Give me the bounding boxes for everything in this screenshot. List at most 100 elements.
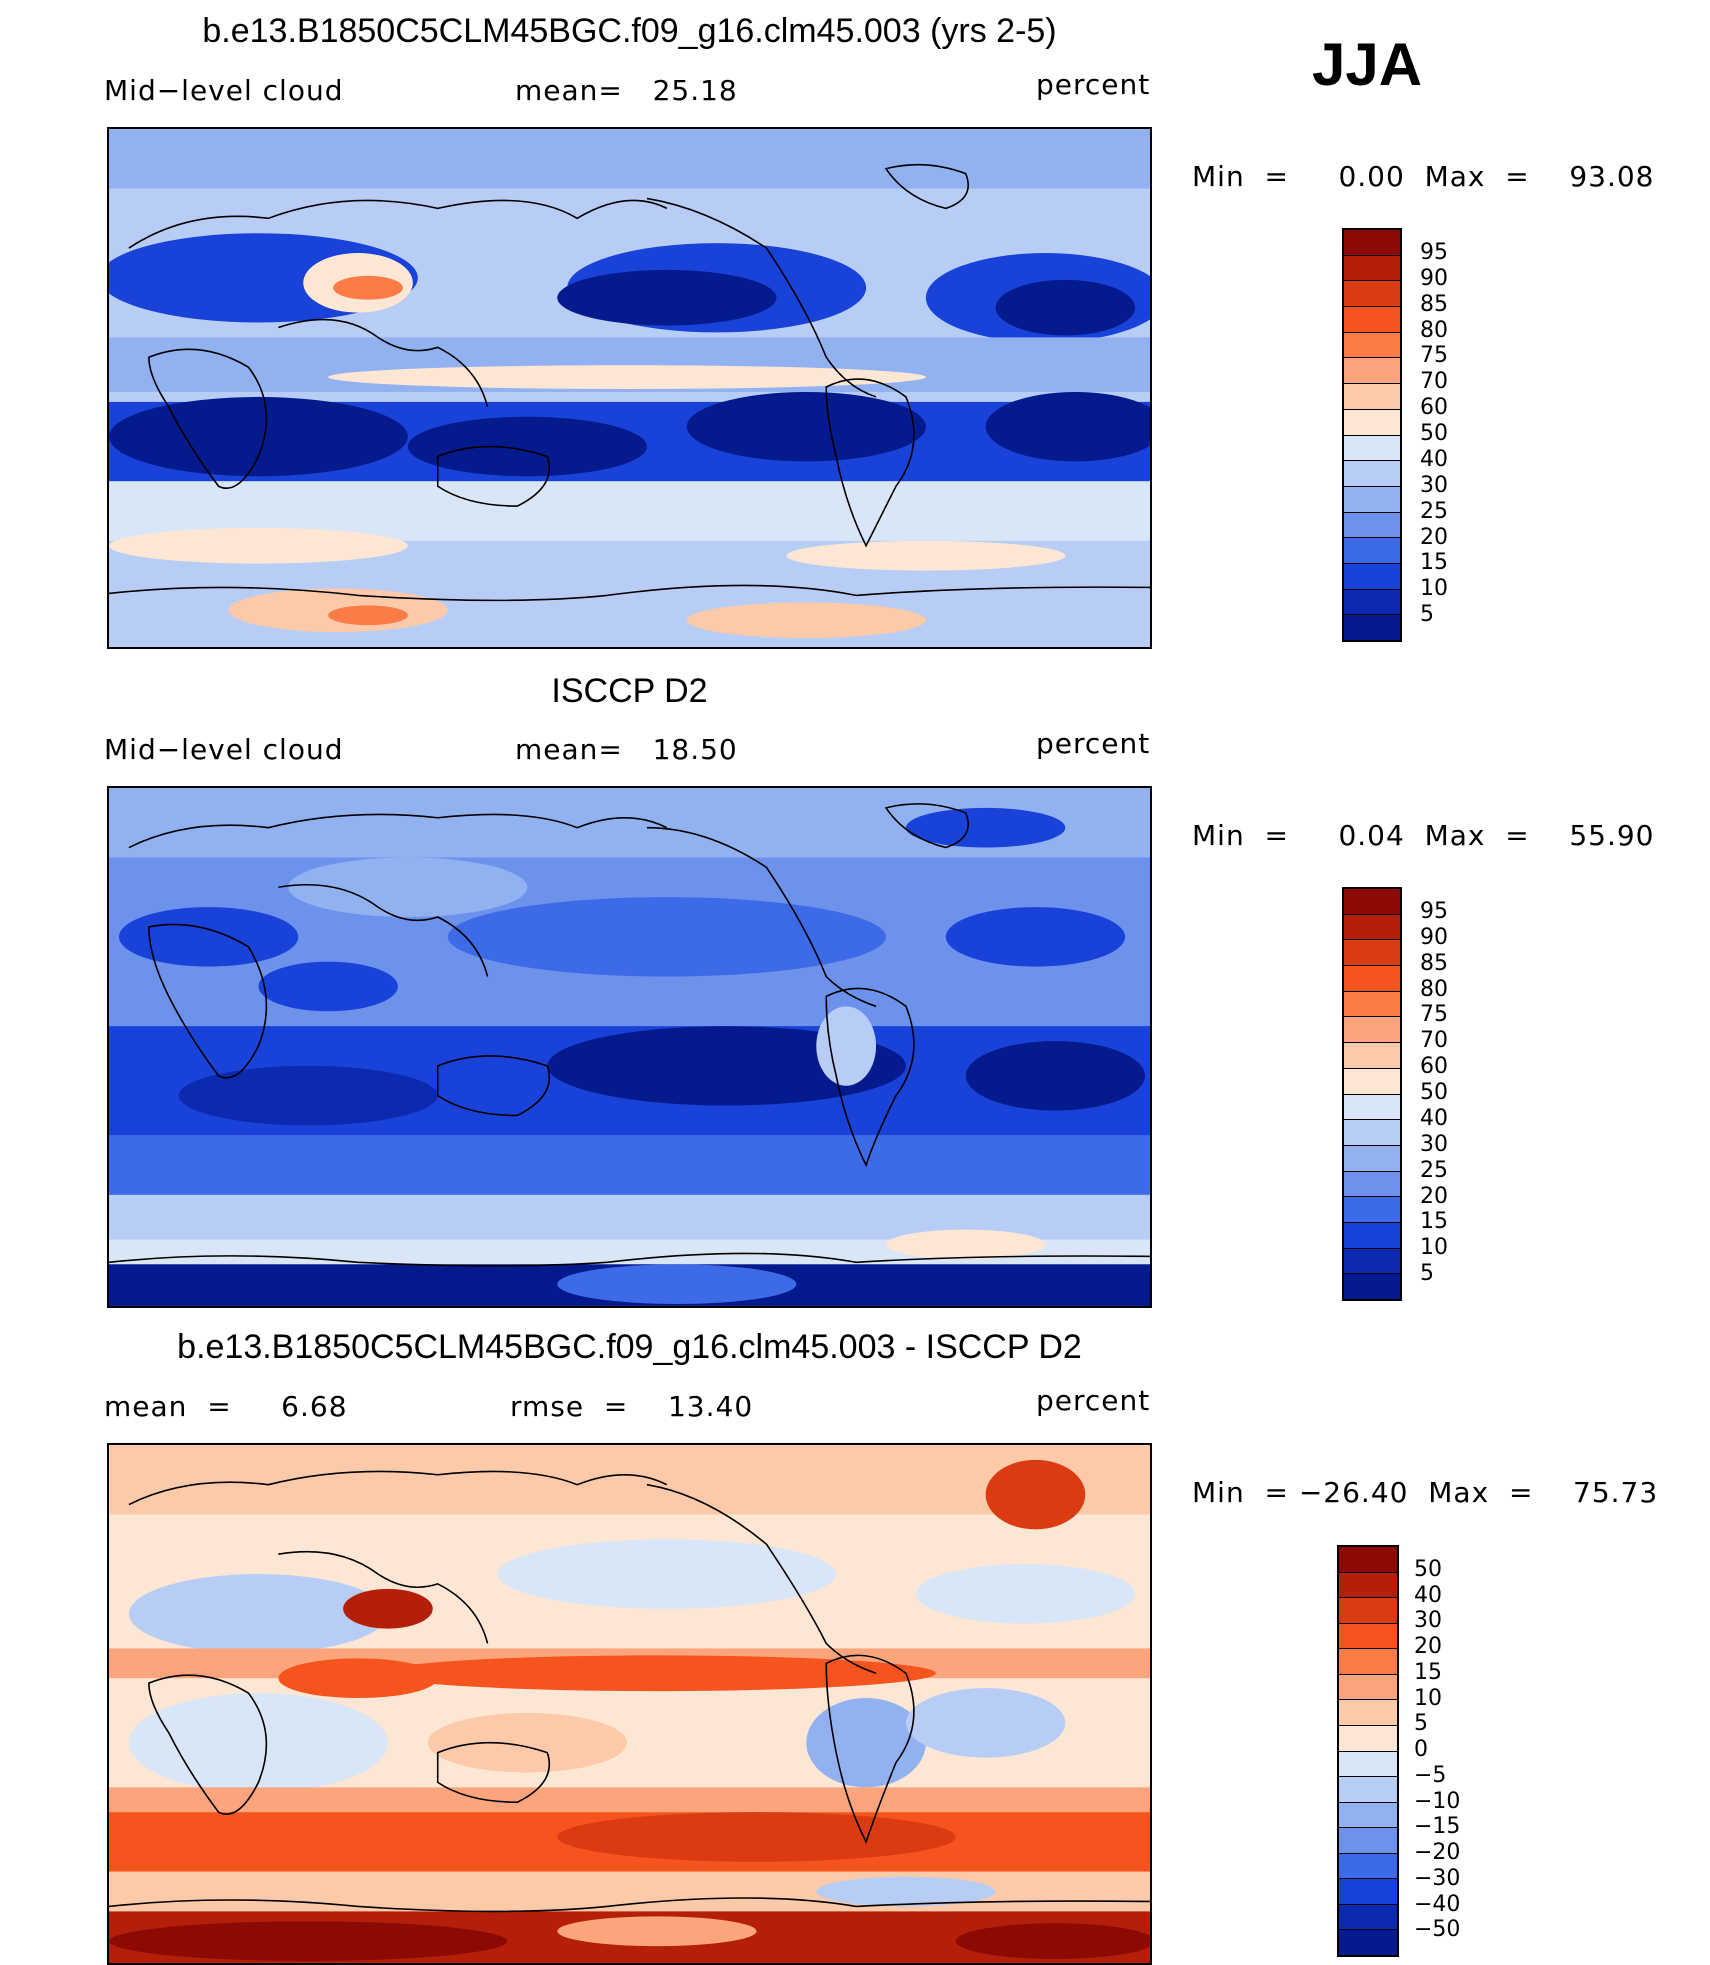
colorbar-swatch — [1344, 615, 1400, 640]
colorbar-tick-label: −30 — [1414, 1865, 1461, 1891]
colorbar-tick-label: 90 — [1420, 265, 1448, 291]
colorbar-swatch — [1344, 1145, 1400, 1172]
colorbar-tick-label: 20 — [1420, 524, 1448, 550]
colorbar-swatch — [1339, 1853, 1397, 1880]
colorbar-tick-label: 40 — [1414, 1582, 1442, 1608]
colorbar-swatch — [1344, 307, 1400, 333]
colorbar-swatch — [1339, 1879, 1397, 1905]
colorbar-tick-label: −10 — [1414, 1788, 1461, 1814]
colorbar-swatch — [1344, 889, 1400, 915]
colorbar-tick-label: 70 — [1420, 1028, 1448, 1054]
colorbar-swatch — [1344, 409, 1400, 436]
colorbar-swatch — [1339, 1725, 1397, 1752]
colorbar-tick-label: 85 — [1420, 950, 1448, 976]
colorbar-swatch — [1344, 538, 1400, 564]
colorbar-swatch — [1339, 1623, 1397, 1650]
colorbar-tick-label: 15 — [1420, 1209, 1448, 1235]
colorbar-tick-label: 15 — [1420, 550, 1448, 576]
colorbar-swatch — [1344, 1274, 1400, 1299]
colorbar-swatch — [1339, 1904, 1397, 1931]
panel3-title: b.e13.B1850C5CLM45BGC.f09_g16.clm45.003 … — [177, 1328, 1082, 1366]
panel1-mean-label: mean= 25.18 — [515, 74, 738, 107]
colorbar-swatch — [1339, 1802, 1397, 1829]
colorbar-swatch — [1344, 1248, 1400, 1275]
colorbar-swatch — [1344, 486, 1400, 513]
colorbar-swatch — [1344, 1120, 1400, 1146]
panel2-units-label: percent — [1036, 727, 1151, 760]
colorbar-tick-label: 50 — [1420, 421, 1448, 446]
colorbar-swatch — [1344, 1094, 1400, 1121]
panel3-mean-label: mean = 6.68 — [104, 1390, 348, 1423]
colorbar-swatch — [1344, 1017, 1400, 1044]
colorbar-tick-label: 30 — [1420, 1131, 1448, 1157]
colorbar-swatch — [1344, 461, 1400, 487]
panel3-minmax: Min = −26.40 Max = 75.73 — [1192, 1476, 1659, 1509]
colorbar-tick-label: 80 — [1420, 317, 1448, 343]
panel2-mean-label: mean= 18.50 — [515, 733, 738, 766]
colorbar-tick-label: 50 — [1420, 1080, 1448, 1105]
colorbar-tick-label: 95 — [1420, 898, 1448, 924]
colorbar-swatch — [1344, 563, 1400, 590]
colorbar-swatch — [1339, 1828, 1397, 1854]
colorbar-swatch — [1344, 332, 1400, 359]
colorbar-tick-label: 25 — [1420, 498, 1448, 524]
colorbar-swatch — [1344, 1171, 1400, 1198]
colorbar-swatch — [1344, 1068, 1400, 1095]
panel3-rmse-label: rmse = 13.40 — [510, 1390, 754, 1423]
colorbar-swatch — [1339, 1572, 1397, 1599]
colorbar-tick-label: 20 — [1414, 1634, 1442, 1659]
colorbar-swatch — [1344, 512, 1400, 539]
colorbar-tick-label: 20 — [1420, 1183, 1448, 1209]
colorbar-tick-label: −5 — [1414, 1762, 1447, 1788]
colorbar-swatch — [1344, 1222, 1400, 1249]
colorbar-tick-label: −50 — [1414, 1917, 1461, 1943]
colorbar-tick-label: 30 — [1414, 1608, 1442, 1634]
colorbar-tick-label: −15 — [1414, 1814, 1461, 1840]
colorbar-tick-label: 75 — [1420, 343, 1448, 369]
panel2-minmax: Min = 0.04 Max = 55.90 — [1192, 819, 1655, 852]
colorbar-tick-label: 50 — [1414, 1556, 1442, 1582]
colorbar-tick-label: 70 — [1420, 369, 1448, 395]
colorbar-tick-label: 5 — [1414, 1711, 1428, 1737]
colorbar-swatch — [1344, 1043, 1400, 1069]
colorbar-swatch — [1339, 1598, 1397, 1624]
colorbar-tick-label: 95 — [1420, 239, 1448, 265]
colorbar-tick-label: 85 — [1420, 291, 1448, 317]
panel1-title: b.e13.B1850C5CLM45BGC.f09_g16.clm45.003 … — [202, 12, 1057, 50]
colorbar-tick-label: −40 — [1414, 1891, 1461, 1917]
panel1-colorbar — [1342, 228, 1402, 642]
colorbar-swatch — [1344, 991, 1400, 1018]
colorbar-tick-label: 90 — [1420, 924, 1448, 950]
panel1-minmax: Min = 0.00 Max = 93.08 — [1192, 160, 1655, 193]
panel3-colorbar — [1337, 1545, 1399, 1957]
colorbar-tick-label: 75 — [1420, 1002, 1448, 1028]
colorbar-swatch — [1339, 1930, 1397, 1955]
colorbar-tick-label: 40 — [1420, 1105, 1448, 1131]
colorbar-swatch — [1344, 940, 1400, 967]
colorbar-tick-label: 15 — [1414, 1659, 1442, 1685]
colorbar-tick-label: 30 — [1420, 472, 1448, 498]
colorbar-tick-label: 80 — [1420, 976, 1448, 1002]
colorbar-swatch — [1344, 589, 1400, 616]
panel1-model-map — [107, 127, 1152, 649]
colorbar-swatch — [1344, 1197, 1400, 1223]
colorbar-swatch — [1339, 1777, 1397, 1803]
colorbar-swatch — [1344, 435, 1400, 462]
colorbar-tick-label: 5 — [1420, 1261, 1434, 1287]
colorbar-swatch — [1344, 255, 1400, 282]
panel2-colorbar — [1342, 887, 1402, 1301]
colorbar-swatch — [1339, 1700, 1397, 1726]
colorbar-swatch — [1344, 281, 1400, 308]
colorbar-swatch — [1339, 1674, 1397, 1701]
season-label: JJA — [1312, 31, 1423, 98]
colorbar-swatch — [1344, 966, 1400, 992]
panel3-difference-map — [107, 1443, 1152, 1965]
colorbar-tick-label: 0 — [1414, 1737, 1428, 1762]
colorbar-swatch — [1344, 384, 1400, 410]
panel1-variable-label: Mid−level cloud — [104, 74, 344, 107]
colorbar-swatch — [1339, 1547, 1397, 1573]
panel3-units-label: percent — [1036, 1384, 1151, 1417]
panel2-variable-label: Mid−level cloud — [104, 733, 344, 766]
colorbar-tick-label: −20 — [1414, 1840, 1461, 1865]
colorbar-tick-label: 10 — [1420, 576, 1448, 602]
